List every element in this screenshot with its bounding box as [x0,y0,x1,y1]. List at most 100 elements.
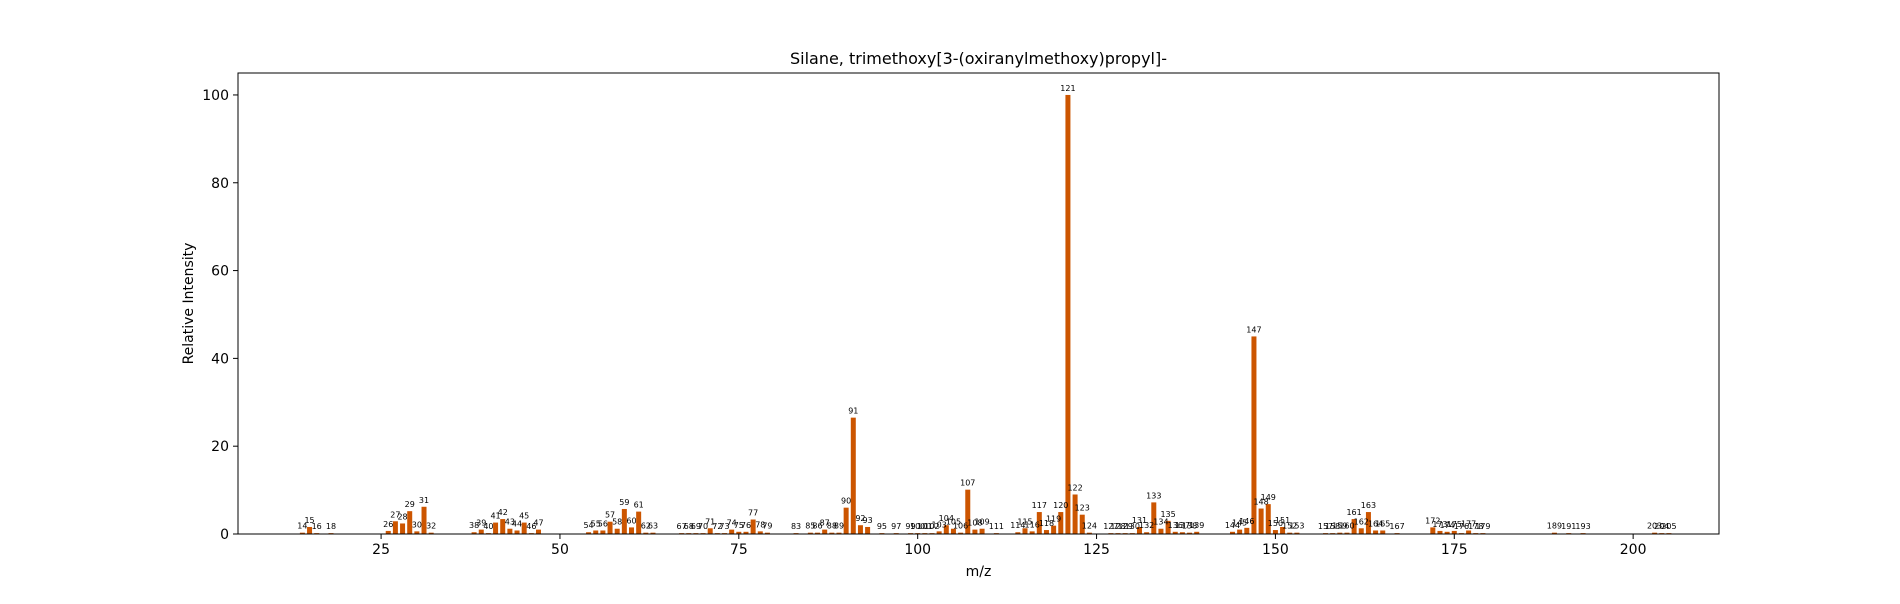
x-tick-label-150: 150 [1262,542,1289,558]
peak-label-mz-138: 138 [1182,522,1197,531]
peak-label-mz-165: 165 [1375,519,1390,528]
peak-label-mz-150: 150 [1268,519,1283,528]
peak-label-mz-116: 116 [1025,520,1040,529]
bar-mz-119 [1051,525,1057,534]
bar-mz-162 [1358,528,1364,534]
peak-label-mz-203: 203 [1647,522,1662,531]
bar-mz-135 [1165,520,1171,534]
peak-label-mz-161: 161 [1346,508,1361,517]
peak-label-mz-145: 145 [1232,519,1247,528]
peak-label-mz-54: 54 [583,521,593,530]
bar-mz-30 [414,531,420,534]
bar-mz-44 [514,530,520,534]
bar-mz-123 [1079,514,1085,534]
bar-mz-62 [643,532,649,534]
bar-mz-107 [965,489,971,534]
peak-label-mz-164: 164 [1368,519,1383,528]
x-tick-label-25: 25 [372,542,390,558]
peak-label-mz-86: 86 [812,522,822,531]
peak-label-mz-93: 93 [863,516,873,525]
peak-label-mz-205: 205 [1661,522,1676,531]
bar-mz-103 [936,531,942,534]
bar-mz-60 [629,527,634,534]
peak-label-mz-97: 97 [891,522,901,531]
bar-mz-114 [1015,532,1021,534]
peak-label-mz-117: 117 [1032,501,1047,510]
peak-label-mz-90: 90 [841,497,851,506]
peak-label-mz-89: 89 [834,522,844,531]
peak-label-mz-124: 124 [1082,522,1097,531]
bar-mz-57 [607,521,613,534]
peak-label-mz-175: 175 [1447,520,1462,529]
peak-label-mz-56: 56 [598,519,608,528]
bar-mz-163 [1365,512,1371,534]
peak-label-mz-42: 42 [498,508,508,517]
peak-label-mz-106: 106 [953,522,968,531]
bar-mz-203 [1652,532,1658,534]
peak-label-mz-61: 61 [634,501,644,510]
peak-label-mz-39: 39 [476,519,486,528]
bar-mz-150 [1272,530,1278,534]
peak-label-mz-103: 103 [932,520,947,529]
peak-label-mz-67: 67 [676,522,686,531]
bar-mz-146 [1244,527,1250,534]
peak-label-mz-119: 119 [1046,515,1061,524]
peak-label-mz-189: 189 [1547,522,1562,531]
bar-mz-148 [1258,508,1264,534]
peak-label-mz-118: 118 [1039,519,1054,528]
peak-label-mz-47: 47 [533,519,543,528]
peak-label-mz-149: 149 [1261,493,1276,502]
peak-label-mz-108: 108 [967,519,982,528]
peak-label-mz-63: 63 [648,522,658,531]
bar-mz-75 [736,531,742,534]
bar-mz-28 [400,523,406,534]
bar-mz-136 [1172,531,1178,534]
peak-label-mz-79: 79 [762,522,772,531]
peak-label-mz-162: 162 [1354,517,1369,526]
bars-layer [299,94,1672,534]
x-tick-label-100: 100 [904,542,931,558]
bar-mz-32 [428,532,434,534]
bar-mz-164 [1373,530,1379,534]
y-tick-label-80: 80 [211,176,229,192]
peak-label-mz-120: 120 [1053,501,1068,510]
x-tick-label-175: 175 [1441,542,1468,558]
bar-mz-177 [1466,530,1472,534]
peak-label-mz-46: 46 [526,522,536,531]
peak-label-mz-122: 122 [1067,483,1082,492]
bar-mz-124 [1086,532,1092,534]
peak-label-mz-172: 172 [1425,516,1440,525]
bar-mz-105 [950,528,956,534]
peak-label-mz-92: 92 [855,514,865,523]
peak-label-mz-127: 127 [1103,522,1118,531]
chart-title: Silane, trimethoxy[3-(oxiranylmethoxy)pr… [790,49,1167,68]
peak-label-mz-27: 27 [390,510,400,519]
peak-label-mz-111: 111 [989,522,1004,531]
peak-label-mz-68: 68 [684,522,694,531]
peak-label-mz-133: 133 [1146,491,1161,500]
peak-label-mz-163: 163 [1361,501,1376,510]
bar-mz-91 [850,417,856,534]
bar-mz-117 [1036,512,1042,534]
peak-label-mz-28: 28 [397,512,407,521]
bar-mz-151 [1280,526,1286,534]
peak-label-mz-30: 30 [412,520,422,529]
bar-mz-139 [1194,531,1200,534]
bar-mz-160 [1344,532,1350,534]
peak-label-mz-38: 38 [469,521,479,530]
peak-label-mz-132: 132 [1139,521,1154,530]
y-axis-label: Relative Intensity [181,243,197,365]
peak-label-mz-99: 99 [905,522,915,531]
bar-mz-56 [600,530,606,534]
bar-mz-153 [1294,532,1300,534]
bar-mz-54 [586,532,592,534]
bar-mz-172 [1430,527,1436,534]
peak-label-mz-135: 135 [1160,510,1175,519]
bar-mz-189 [1551,532,1557,534]
bar-mz-147 [1251,336,1257,534]
bar-mz-76 [743,531,749,534]
peak-label-mz-83: 83 [791,522,801,531]
peak-label-mz-160: 160 [1339,522,1354,531]
peak-label-mz-55: 55 [591,519,601,528]
